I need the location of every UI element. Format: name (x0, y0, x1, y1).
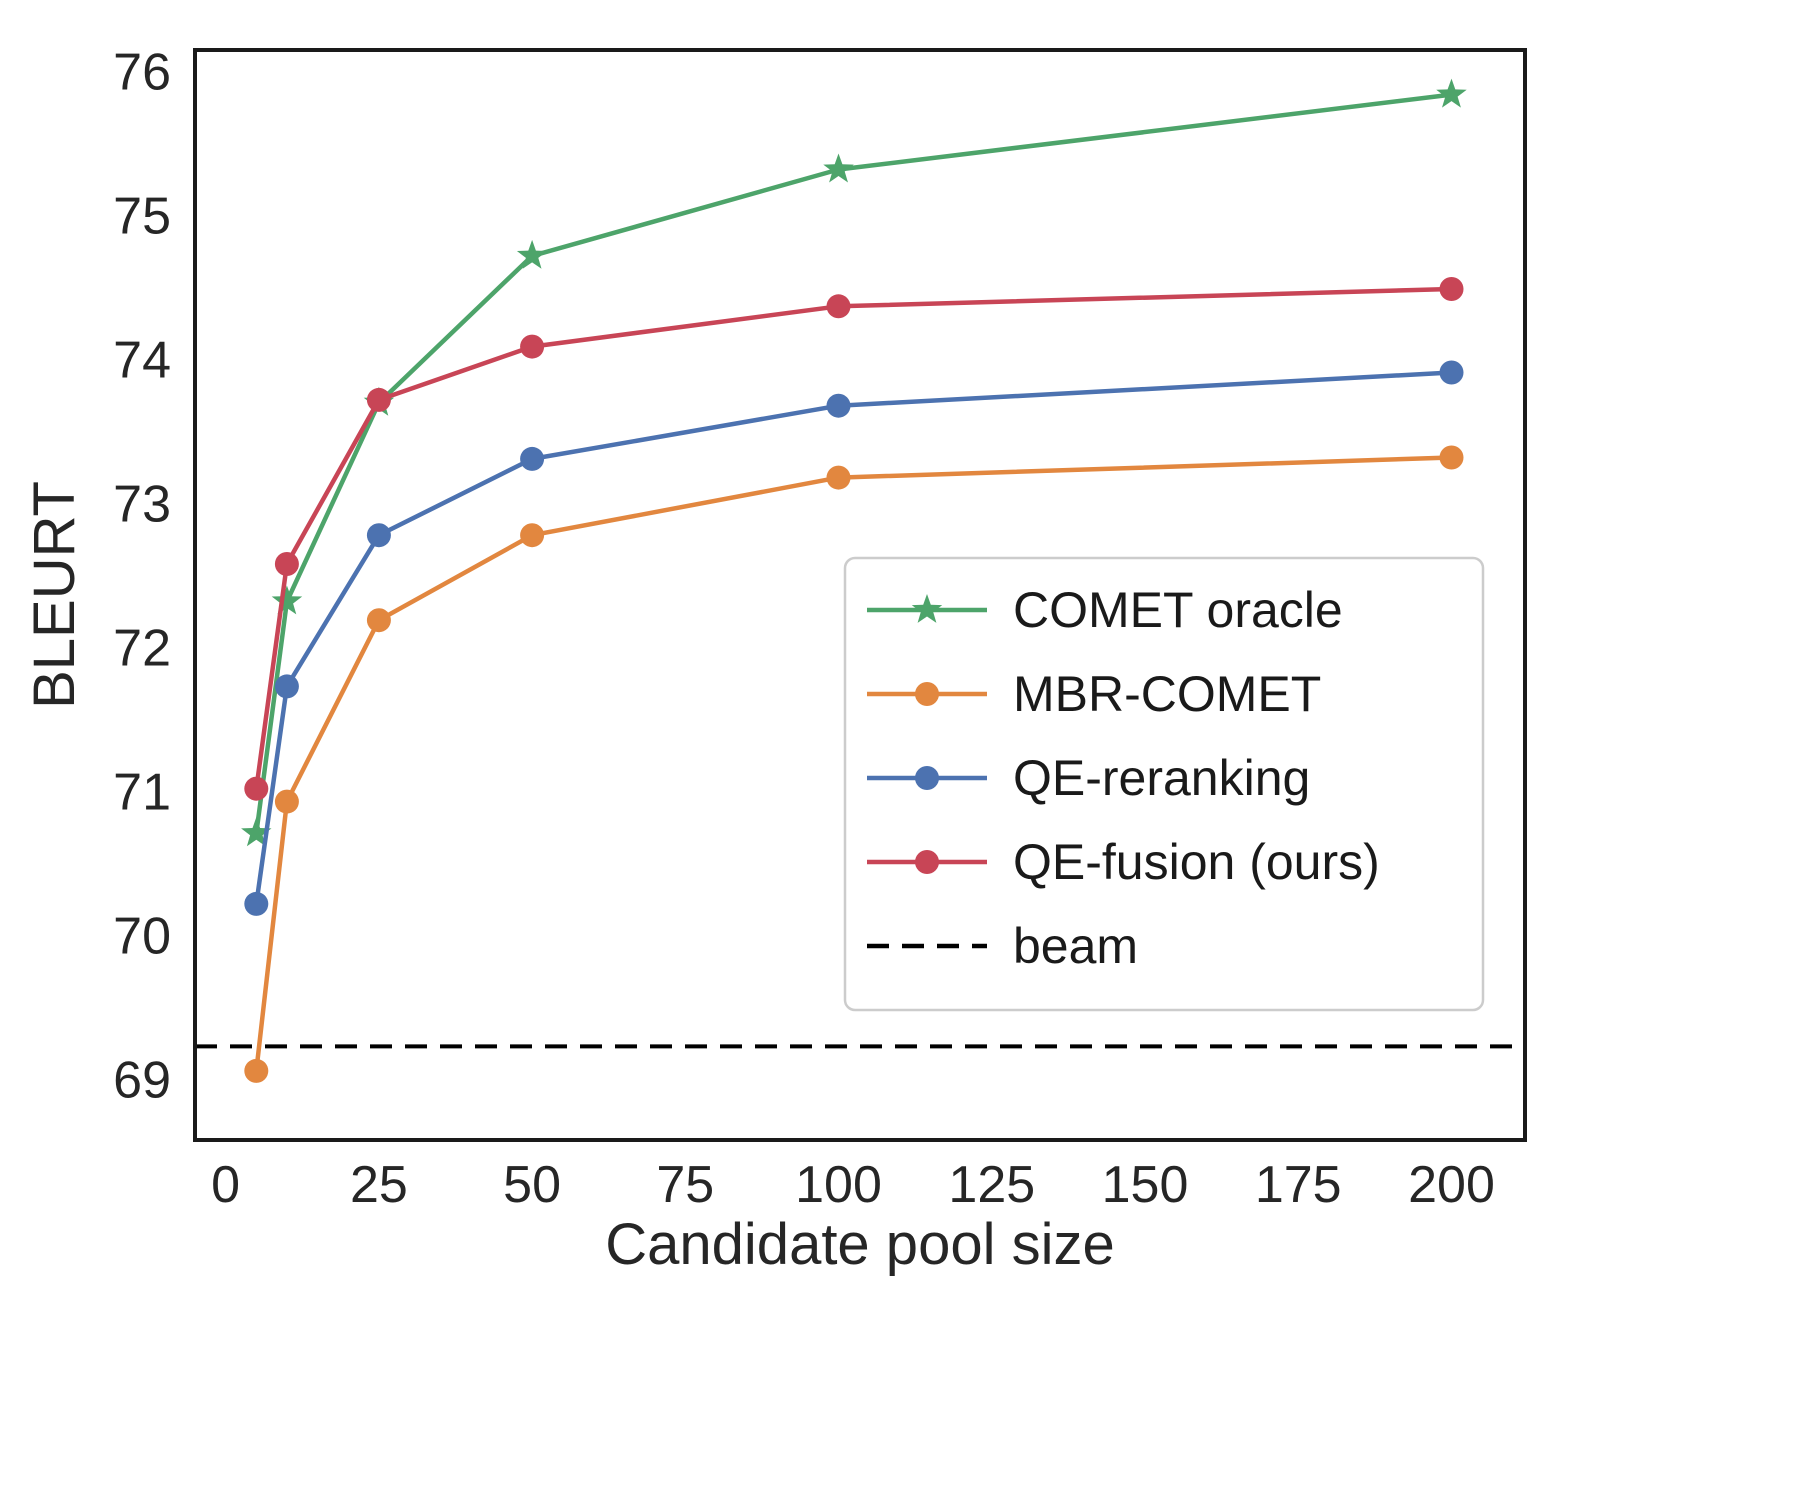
legend-label-beam: beam (1013, 918, 1138, 974)
legend-marker-circle-qe-fusion-ours (915, 850, 939, 874)
y-tick-label-69: 69 (113, 1052, 171, 1110)
marker-circle-qe-reranking (826, 393, 851, 418)
x-tick-label-75: 75 (656, 1156, 714, 1214)
marker-circle-qe-fusion-ours (826, 294, 851, 319)
x-tick-label-25: 25 (350, 1156, 408, 1214)
x-tick-label-50: 50 (503, 1156, 561, 1214)
marker-circle-qe-reranking (244, 891, 269, 916)
marker-circle-qe-fusion-ours (274, 552, 299, 576)
marker-circle-qe-fusion-ours (1439, 277, 1464, 301)
marker-star-comet-oracle (1436, 78, 1467, 108)
series-line-comet-oracle (254, 92, 1454, 836)
y-tick-label-76: 76 (113, 44, 171, 102)
plot-area: 0 25 50 75 100 125 150 175 200 69 70 71 72 73 74 75 76 CO… (113, 44, 1527, 1214)
marker-circle-mbr-comet (274, 789, 299, 814)
legend-marker-circle-qe-reranking (915, 766, 939, 790)
legend-label-qe-reranking: QE-reranking (1013, 750, 1310, 806)
series-line-mbr-comet (254, 455, 1454, 1074)
x-tick-label-0: 0 (211, 1156, 240, 1214)
marker-circle-qe-reranking (520, 446, 545, 471)
x-tick-label-175: 175 (1255, 1156, 1342, 1214)
plot-border (193, 48, 1527, 1142)
x-axis-label: Candidate pool size (605, 1212, 1114, 1277)
legend-box (843, 556, 1485, 1012)
legend-label-qe-fusion-ours: QE-fusion (ours) (1013, 834, 1380, 890)
legend-label-comet-oracle: COMET oracle (1013, 582, 1343, 638)
y-tick-label-72: 72 (113, 620, 171, 678)
marker-star-comet-oracle (823, 153, 854, 183)
marker-star-comet-oracle (516, 239, 548, 269)
x-tick-label-100: 100 (795, 1156, 882, 1214)
legend-label-mbr-comet: MBR-COMET (1013, 666, 1321, 722)
legend-marker-circle-mbr-comet (915, 682, 939, 706)
marker-circle-qe-reranking (366, 523, 391, 548)
y-tick-label-70: 70 (113, 908, 171, 966)
y-axis-label: BLEURT (22, 481, 87, 709)
marker-star-comet-oracle (271, 585, 303, 615)
y-tick-label-75: 75 (113, 188, 171, 246)
x-tick-label-125: 125 (948, 1156, 1035, 1214)
y-tick-label-73: 73 (113, 476, 171, 534)
marker-circle-mbr-comet (1439, 445, 1464, 470)
y-tick-label-74: 74 (113, 332, 171, 390)
marker-circle-qe-fusion-ours (366, 387, 391, 412)
marker-circle-mbr-comet (826, 465, 851, 490)
series-line-qe-reranking (254, 370, 1454, 907)
marker-circle-qe-fusion-ours (520, 334, 545, 359)
x-tick-label-150: 150 (1102, 1156, 1189, 1214)
marker-circle-qe-fusion-ours (244, 776, 269, 801)
marker-circle-qe-reranking (274, 674, 299, 699)
marker-circle-mbr-comet (244, 1058, 269, 1083)
series-line-qe-fusion-ours (254, 286, 1454, 791)
x-tick-label-200: 200 (1408, 1156, 1495, 1214)
legend-marker-star-comet-oracle (911, 594, 943, 623)
marker-circle-mbr-comet (366, 608, 391, 633)
marker-circle-qe-reranking (1439, 360, 1464, 385)
marker-circle-mbr-comet (520, 523, 545, 548)
marker-star-comet-oracle (241, 817, 272, 847)
y-tick-label-71: 71 (113, 764, 171, 822)
